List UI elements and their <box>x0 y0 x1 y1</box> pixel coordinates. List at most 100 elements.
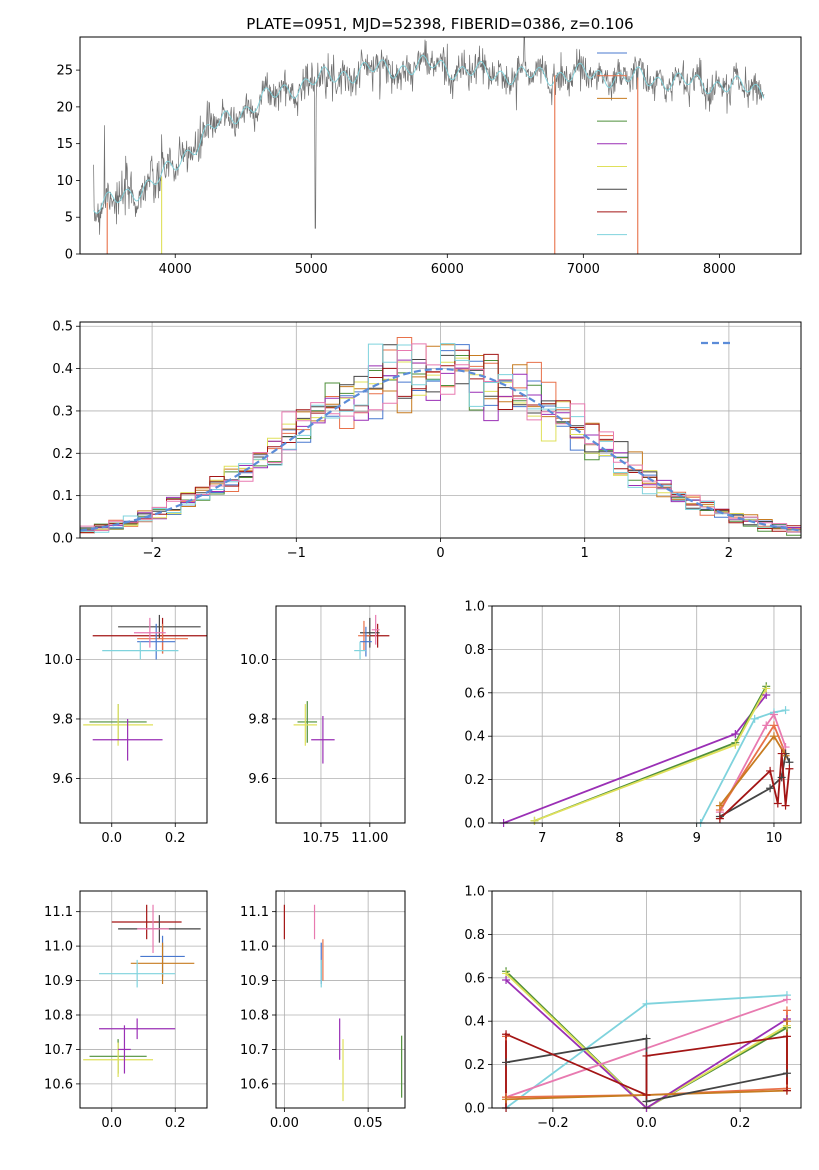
y-tick-label: 0.5 <box>52 320 73 335</box>
massweight-point-marker <box>766 766 775 775</box>
y-tick-label: 11.1 <box>240 905 269 920</box>
massweight-point-marker <box>782 995 791 1004</box>
residual-histogram-series <box>80 343 801 533</box>
y-tick-label: 0 <box>65 248 73 263</box>
y-tick-label: 0.2 <box>52 447 73 462</box>
spectrum-panel: 4000 5000 6000 7000 8000 0 5 10 15 20 25 <box>56 36 802 277</box>
plot-area <box>83 904 201 1077</box>
x-tick-label: −0.2 <box>537 1116 569 1131</box>
y-tick-label: 0.2 <box>464 1058 485 1073</box>
y-tick-label: 10.9 <box>44 974 73 989</box>
axes-frame <box>79 605 208 824</box>
y-tick-label: 0.3 <box>52 404 73 419</box>
x-tick-label: 10 <box>766 831 783 846</box>
y-tick-label: 10.6 <box>240 1077 269 1092</box>
y-tick-label: 10.0 <box>240 653 269 668</box>
massweight-point-marker <box>642 1051 651 1060</box>
massweight-point-marker <box>715 801 724 810</box>
massweight-series-line <box>719 753 791 820</box>
x-tick-label: 1 <box>581 546 589 561</box>
massweight-point-marker <box>762 721 771 730</box>
plot-area <box>80 337 801 536</box>
plot-area <box>503 685 791 823</box>
axes-frame <box>79 890 208 1109</box>
x-tick-label: 0.2 <box>165 831 186 846</box>
axes-frame <box>79 36 802 255</box>
massweight-point-marker <box>530 816 539 825</box>
massweight-vs-age-panel: 7 8 9 10 0.0 0.2 0.4 0.6 0.8 1.0 <box>464 600 802 846</box>
axes-frame <box>79 321 802 539</box>
figure-title: PLATE=0951, MJD=52398, FIBERID=0386, z=0… <box>246 15 633 33</box>
massweight-point-marker <box>642 1090 651 1099</box>
age-vs-mass-panel: 10.75 11.00 9.6 9.8 10.0 <box>240 605 406 846</box>
x-tick-label: 7000 <box>567 262 600 277</box>
massweight-series-line <box>719 712 787 813</box>
massweight-series-line <box>505 1032 788 1108</box>
x-tick-label: 8000 <box>703 262 736 277</box>
y-tick-label: 10.8 <box>44 1009 73 1024</box>
x-tick-label: 4000 <box>159 262 192 277</box>
x-tick-label: 0.0 <box>636 1116 657 1131</box>
x-tick-label: 10.75 <box>302 831 339 846</box>
y-tick-label: 1.0 <box>464 885 485 900</box>
axes-frame <box>491 605 802 824</box>
massweight-point-marker <box>781 706 790 715</box>
y-tick-label: 10.7 <box>44 1043 73 1058</box>
x-tick-label: 0.2 <box>730 1116 751 1131</box>
x-tick-label: 7 <box>538 831 546 846</box>
y-tick-label: 1.0 <box>464 600 485 615</box>
y-tick-label: 9.6 <box>248 772 269 787</box>
massweight-point-marker <box>715 814 724 823</box>
x-tick-label: 0.2 <box>165 1116 186 1131</box>
y-tick-label: 9.8 <box>248 712 269 727</box>
massweight-series-line <box>505 979 788 1108</box>
plot-area <box>293 614 390 764</box>
y-tick-label: 0.1 <box>52 489 73 504</box>
massweight-point-marker <box>502 1095 511 1104</box>
y-tick-label: 10.9 <box>240 974 269 989</box>
x-tick-label: 0.05 <box>354 1116 383 1131</box>
massweight-point-marker <box>782 1032 791 1041</box>
massweight-point-marker <box>773 799 782 808</box>
massweight-point-marker <box>781 801 790 810</box>
x-tick-label: 11.00 <box>351 831 388 846</box>
massweight-point-marker <box>502 975 511 984</box>
y-tick-label: 5 <box>65 211 73 226</box>
x-tick-label: 2 <box>725 546 733 561</box>
x-tick-label: 0.0 <box>101 1116 122 1131</box>
massweight-point-marker <box>785 764 794 773</box>
y-tick-label: 25 <box>56 64 73 79</box>
y-tick-label: 0.4 <box>464 730 485 745</box>
y-tick-label: 0.4 <box>52 362 73 377</box>
axes-frame <box>491 890 802 1109</box>
plot-area <box>283 904 403 1102</box>
y-tick-label: 9.8 <box>52 712 73 727</box>
massweight-vs-metallicity-panel: −0.2 0.0 0.2 0.0 0.2 0.4 0.6 0.8 1.0 <box>464 885 802 1131</box>
massweight-point-marker <box>766 784 775 793</box>
massweight-point-marker <box>769 732 778 741</box>
y-tick-label: 10.0 <box>44 653 73 668</box>
x-tick-label: −1 <box>287 546 306 561</box>
y-tick-label: 0.0 <box>464 1102 485 1117</box>
massweight-point-marker <box>762 684 771 693</box>
x-tick-label: 9 <box>693 831 701 846</box>
plot-area <box>83 614 207 761</box>
gaussian-reference-curve <box>80 367 801 532</box>
y-tick-label: 11.0 <box>240 940 269 955</box>
y-tick-label: 10 <box>56 174 73 189</box>
massweight-point-marker <box>731 730 740 739</box>
model-spectrum-line <box>93 54 765 214</box>
y-tick-label: 10.8 <box>240 1009 269 1024</box>
x-tick-label: −2 <box>143 546 162 561</box>
massweight-point-marker <box>782 1086 791 1095</box>
y-tick-label: 11.0 <box>44 940 73 955</box>
y-tick-label: 15 <box>56 137 73 152</box>
age-vs-metallicity-panel: 0.0 0.2 9.6 9.8 10.0 <box>44 605 208 846</box>
massweight-point-marker <box>782 1006 791 1015</box>
observed-spectrum-line <box>93 37 765 235</box>
massweight-point-marker <box>731 740 740 749</box>
massweight-point-marker <box>782 1017 791 1026</box>
y-tick-label: 0.6 <box>464 971 485 986</box>
massweight-point-marker <box>750 714 759 723</box>
